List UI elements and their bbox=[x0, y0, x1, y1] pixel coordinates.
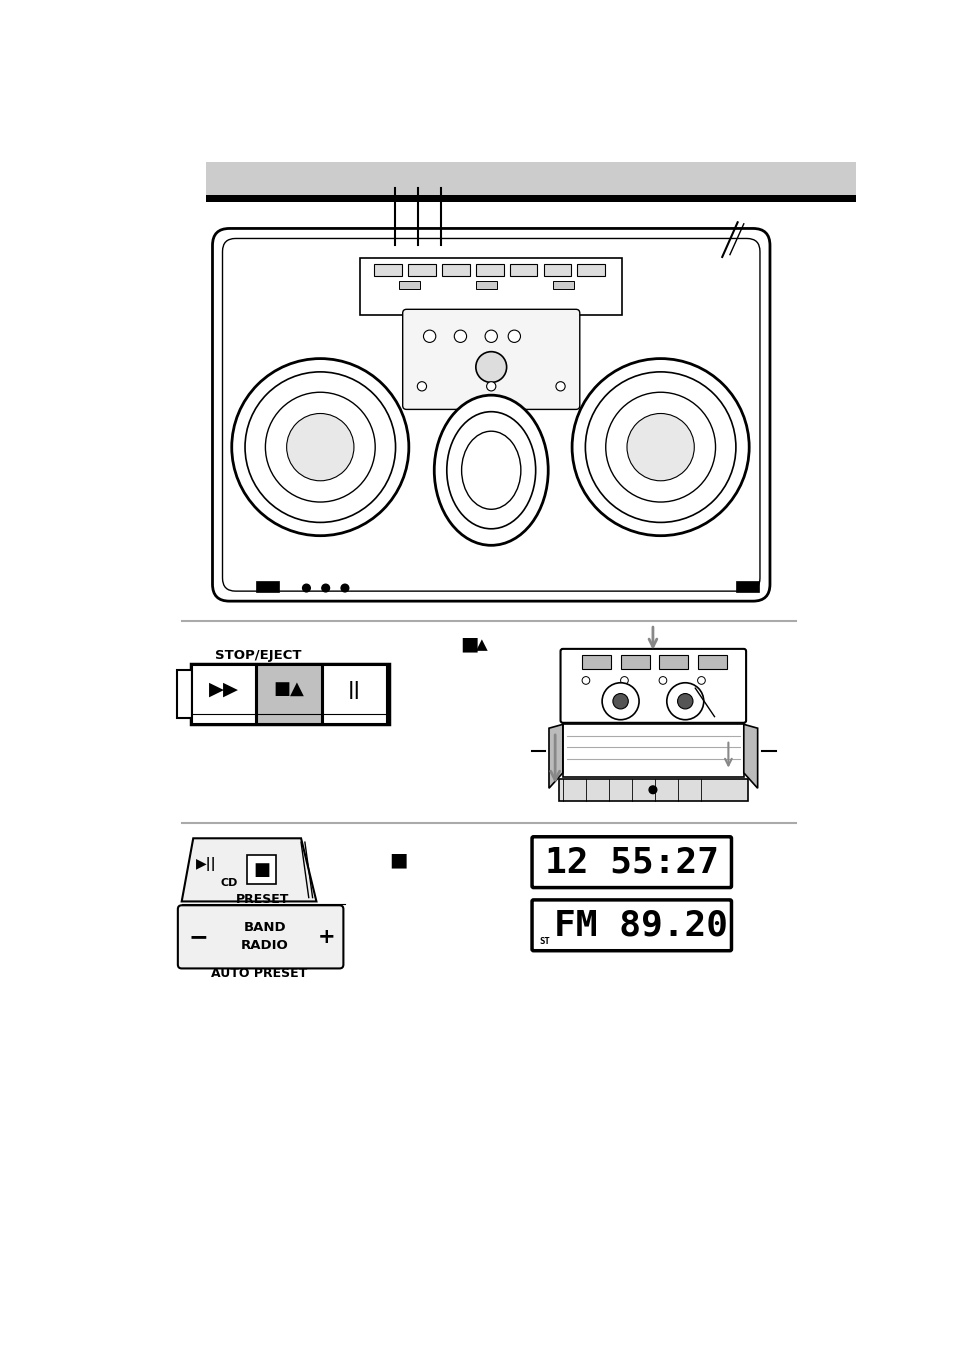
FancyBboxPatch shape bbox=[177, 906, 343, 968]
Circle shape bbox=[232, 358, 409, 535]
Circle shape bbox=[659, 676, 666, 684]
FancyBboxPatch shape bbox=[402, 310, 579, 410]
Text: −: − bbox=[189, 925, 209, 949]
Bar bbox=[256, 581, 279, 592]
Bar bbox=[206, 195, 856, 201]
Bar bbox=[509, 264, 537, 276]
Text: ▲: ▲ bbox=[476, 637, 487, 652]
Bar bbox=[441, 264, 469, 276]
Text: +: + bbox=[317, 927, 335, 946]
Circle shape bbox=[476, 352, 506, 383]
Text: ▶||: ▶|| bbox=[195, 857, 216, 872]
Polygon shape bbox=[181, 909, 339, 964]
Text: ■: ■ bbox=[460, 634, 478, 654]
Bar bbox=[476, 281, 497, 288]
Bar bbox=[543, 264, 571, 276]
Bar bbox=[697, 654, 726, 669]
Bar bbox=[374, 264, 401, 276]
Bar bbox=[562, 725, 743, 776]
Circle shape bbox=[416, 381, 426, 391]
Ellipse shape bbox=[434, 395, 548, 545]
Circle shape bbox=[666, 683, 703, 719]
FancyBboxPatch shape bbox=[560, 649, 745, 723]
FancyBboxPatch shape bbox=[532, 900, 731, 950]
Circle shape bbox=[585, 372, 735, 522]
Circle shape bbox=[581, 676, 589, 684]
Bar bbox=[659, 654, 688, 669]
Text: BAND
RADIO: BAND RADIO bbox=[241, 921, 289, 952]
Text: ■: ■ bbox=[389, 850, 408, 869]
Text: ||: || bbox=[348, 680, 360, 699]
Circle shape bbox=[556, 381, 564, 391]
Text: PRESET: PRESET bbox=[235, 894, 289, 906]
Ellipse shape bbox=[461, 431, 520, 510]
Ellipse shape bbox=[446, 411, 536, 529]
Text: ▶▶: ▶▶ bbox=[209, 680, 238, 699]
Circle shape bbox=[321, 584, 329, 592]
Text: FM 89.20: FM 89.20 bbox=[554, 909, 727, 942]
Bar bbox=[476, 264, 503, 276]
Circle shape bbox=[484, 330, 497, 342]
Bar bbox=[206, 162, 856, 195]
Circle shape bbox=[626, 414, 694, 481]
Text: STOP/EJECT: STOP/EJECT bbox=[215, 649, 302, 661]
Text: AUTO PRESET: AUTO PRESET bbox=[211, 967, 307, 980]
Circle shape bbox=[341, 584, 349, 592]
Circle shape bbox=[677, 694, 692, 708]
Bar bbox=[620, 654, 649, 669]
Circle shape bbox=[265, 392, 375, 502]
Circle shape bbox=[601, 683, 639, 719]
Circle shape bbox=[697, 676, 704, 684]
Circle shape bbox=[508, 330, 520, 342]
Bar bbox=[257, 665, 321, 725]
Polygon shape bbox=[548, 725, 562, 788]
Circle shape bbox=[486, 381, 496, 391]
Circle shape bbox=[620, 676, 628, 684]
Text: ■: ■ bbox=[253, 861, 270, 879]
Bar bbox=[322, 665, 387, 725]
Bar bbox=[192, 665, 256, 725]
Circle shape bbox=[572, 358, 748, 535]
Bar bbox=[552, 281, 574, 288]
Bar bbox=[581, 654, 611, 669]
Bar bbox=[577, 264, 604, 276]
Bar bbox=[408, 264, 436, 276]
Bar bbox=[247, 856, 276, 884]
FancyBboxPatch shape bbox=[213, 228, 769, 602]
Bar bbox=[177, 671, 192, 718]
Polygon shape bbox=[743, 725, 757, 788]
Circle shape bbox=[302, 584, 310, 592]
Circle shape bbox=[454, 330, 466, 342]
FancyBboxPatch shape bbox=[532, 837, 731, 887]
Circle shape bbox=[245, 372, 395, 522]
Bar bbox=[360, 258, 621, 315]
Bar bbox=[398, 281, 420, 288]
Text: ■▲: ■▲ bbox=[274, 680, 304, 699]
Polygon shape bbox=[181, 838, 316, 902]
Circle shape bbox=[605, 392, 715, 502]
Text: CD: CD bbox=[220, 877, 238, 888]
Text: ST: ST bbox=[539, 937, 550, 946]
Circle shape bbox=[286, 414, 354, 481]
Circle shape bbox=[612, 694, 628, 708]
Bar bbox=[191, 664, 389, 725]
Circle shape bbox=[648, 786, 656, 794]
Text: 12 55:27: 12 55:27 bbox=[544, 845, 718, 879]
Bar bbox=[558, 779, 747, 800]
Circle shape bbox=[423, 330, 436, 342]
Bar bbox=[736, 581, 759, 592]
